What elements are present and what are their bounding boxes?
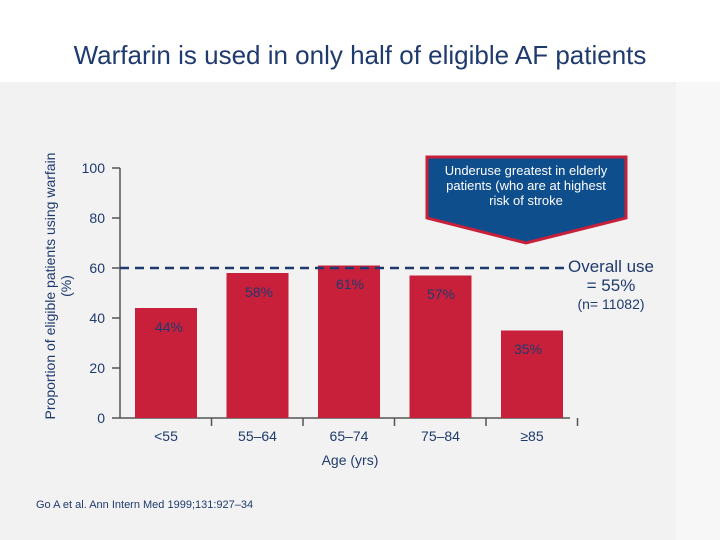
- x-tick-label: ≥85: [520, 428, 543, 444]
- source-citation: Go A et al. Ann Intern Med 1999;131:927–…: [36, 499, 254, 511]
- header-band: [0, 0, 720, 82]
- x-tick-label: 75–84: [421, 428, 460, 444]
- y-tick-label: 40: [89, 310, 105, 326]
- y-tick-label: 60: [89, 260, 105, 276]
- x-tick-label: 55–64: [238, 428, 277, 444]
- overall-use-line2: = 55%: [586, 276, 636, 295]
- callout-text-line: patients (who are at highest: [446, 178, 606, 193]
- y-tick-label: 20: [89, 360, 105, 376]
- data-label: 44%: [155, 319, 183, 335]
- callout-text-line: Underuse greatest in elderly: [445, 163, 608, 178]
- y-tick-label: 100: [82, 160, 106, 176]
- bar: [501, 330, 563, 418]
- y-tick-label: 0: [97, 410, 105, 426]
- overall-use-count: (n= 11082): [577, 296, 645, 312]
- bar: [135, 308, 197, 418]
- data-label: 61%: [336, 276, 364, 292]
- data-label: 58%: [245, 284, 273, 300]
- data-label: 35%: [514, 341, 542, 357]
- x-tick-label: <55: [154, 428, 178, 444]
- callout-text-line: risk of stroke: [489, 193, 563, 208]
- callout-banner: [425, 155, 628, 245]
- page-title: Warfarin is used in only half of eligibl…: [73, 40, 647, 70]
- bar: [409, 275, 472, 418]
- overall-use-line1: Overall use: [568, 257, 654, 276]
- y-axis-label: Proportion of eligible patients using wa…: [42, 152, 74, 420]
- y-tick-label: 80: [89, 210, 105, 226]
- overall-use-annotation: Overall use = 55% (n= 11082): [556, 257, 666, 313]
- x-axis-label: Age (yrs): [321, 452, 379, 468]
- data-label: 57%: [427, 286, 455, 302]
- x-tick-label: 65–74: [330, 428, 369, 444]
- right-margin: [676, 82, 720, 540]
- bar: [318, 265, 380, 418]
- bar: [226, 273, 289, 418]
